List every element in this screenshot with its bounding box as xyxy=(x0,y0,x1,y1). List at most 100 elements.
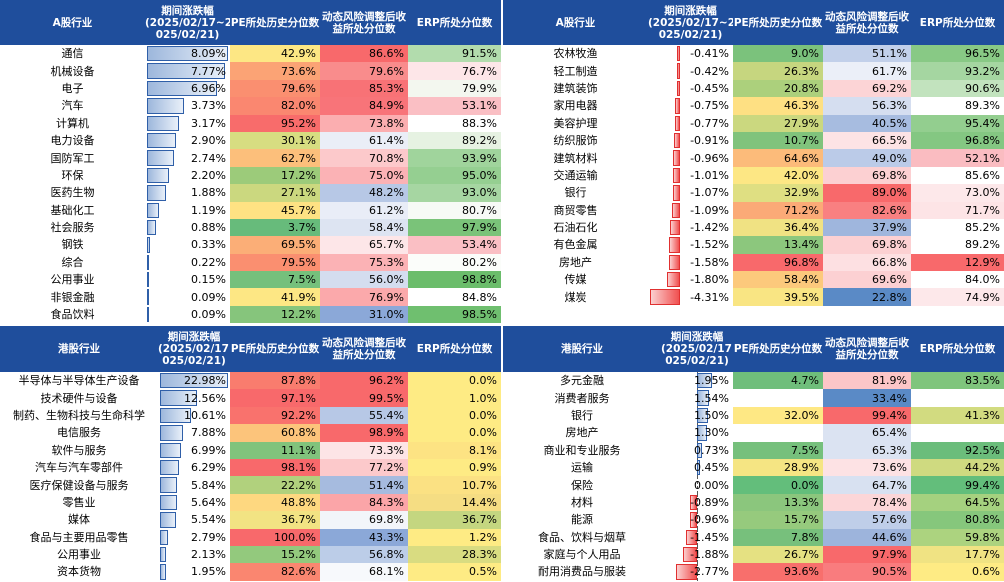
header-industry: 港股行业 xyxy=(503,326,661,372)
industry-name: 建筑装饰 xyxy=(553,81,598,95)
change-cell: 2.13% xyxy=(158,546,230,563)
change-value: 6.96% xyxy=(191,81,226,95)
risk-adjusted-percentile: 82.6% xyxy=(823,201,911,219)
industry-name: 汽车与汽车零部件 xyxy=(35,461,123,475)
table-row: 电子 6.96% 79.6% 85.3% 79.9% xyxy=(0,79,501,98)
table-row: 资本货物 1.95% 82.6% 68.1% 0.5% xyxy=(0,563,501,581)
change-value: -0.77% xyxy=(690,116,729,130)
pe-percentile: 39.5% xyxy=(733,288,823,306)
risk-adjusted-percentile: 96.2% xyxy=(320,372,408,390)
risk-adjusted-percentile: 66.8% xyxy=(823,253,911,272)
change-bar xyxy=(676,564,697,580)
change-bar xyxy=(147,306,149,323)
industry-name: 食品、饮料与烟草 xyxy=(538,530,626,544)
pe-percentile: 13.3% xyxy=(733,493,823,512)
risk-adjusted-percentile: 33.4% xyxy=(823,389,911,407)
change-bar xyxy=(147,202,159,218)
table-row: 材料 -0.89% 13.3% 78.4% 64.5% xyxy=(503,493,1004,512)
industry-name: 银行 xyxy=(564,186,587,200)
erp-percentile: 12.9% xyxy=(911,253,1004,272)
change-value: 7.77% xyxy=(191,64,226,78)
change-value: 22.98% xyxy=(184,374,226,388)
change-value: 0.33% xyxy=(191,238,226,252)
change-bar xyxy=(686,529,697,545)
change-bar xyxy=(160,564,166,580)
erp-percentile: 96.8% xyxy=(911,131,1004,150)
change-bar xyxy=(147,254,150,271)
change-cell: 0.22% xyxy=(145,254,230,271)
change-bar xyxy=(682,546,697,563)
industry-name: 建筑材料 xyxy=(553,151,598,165)
change-bar xyxy=(673,150,680,166)
change-value: 0.09% xyxy=(191,290,226,304)
change-cell: 2.20% xyxy=(145,167,230,184)
pe-percentile: 62.7% xyxy=(230,149,320,167)
change-value: -1.42% xyxy=(690,221,729,235)
change-value: 2.90% xyxy=(191,134,226,148)
erp-percentile: 14.4% xyxy=(408,493,501,512)
industry-name: 综合 xyxy=(61,255,84,269)
change-cell: -0.96% xyxy=(661,511,733,529)
industry-name: 软件与服务 xyxy=(51,443,107,457)
industry-name: 钢铁 xyxy=(61,238,84,252)
pe-percentile: 93.6% xyxy=(733,563,823,581)
erp-percentile: 92.5% xyxy=(911,441,1004,459)
change-bar xyxy=(650,289,680,305)
pe-percentile: 9.0% xyxy=(733,45,823,63)
change-bar xyxy=(697,373,712,389)
pe-percentile: 20.8% xyxy=(733,79,823,98)
risk-adjusted-percentile: 89.0% xyxy=(823,184,911,202)
industry-name: 机械设备 xyxy=(50,64,95,78)
table-row: 汽车与汽车零部件 6.29% 98.1% 77.2% 0.9% xyxy=(0,458,501,477)
risk-adjusted-percentile: 73.3% xyxy=(320,441,408,459)
risk-adjusted-percentile: 40.5% xyxy=(823,114,911,132)
header-pe-percentile: PE所处历史分位数 xyxy=(733,0,823,45)
change-bar xyxy=(147,115,179,131)
industry-name: 半导体与半导体生产设备 xyxy=(18,374,140,388)
risk-adjusted-percentile: 31.0% xyxy=(320,305,408,324)
change-bar xyxy=(670,219,680,236)
erp-percentile: 89.3% xyxy=(911,97,1004,115)
industry-name: 食品饮料 xyxy=(50,308,95,322)
pe-percentile: 22.2% xyxy=(230,476,320,494)
erp-percentile: 0.0% xyxy=(408,372,501,390)
table-row: 家庭与个人用品 -1.88% 26.7% 97.9% 17.7% xyxy=(503,545,1004,564)
pe-percentile: 30.1% xyxy=(230,131,320,150)
change-cell: 2.74% xyxy=(145,149,230,166)
header-pe-percentile: PE所处历史分位数 xyxy=(230,326,320,372)
industry-name: 商业和专业服务 xyxy=(543,443,621,457)
change-value: -0.91% xyxy=(690,134,729,148)
risk-adjusted-percentile: 57.6% xyxy=(823,511,911,529)
table-row: 电力设备 2.90% 30.1% 61.4% 89.2% xyxy=(0,131,501,150)
table-row: 消费者服务 1.54% 33.4% xyxy=(503,389,1004,407)
risk-adjusted-percentile: 85.3% xyxy=(320,79,408,98)
risk-adjusted-percentile: 64.7% xyxy=(823,476,911,494)
change-value: -1.52% xyxy=(690,238,729,252)
erp-percentile: 95.4% xyxy=(911,114,1004,132)
change-cell: 1.95% xyxy=(158,563,230,580)
header-erp-percentile: ERP所处分位数 xyxy=(408,0,501,45)
industry-name: 汽车 xyxy=(61,99,84,113)
zero-axis xyxy=(697,528,699,546)
industry-name: 多元金融 xyxy=(560,374,604,388)
change-bar xyxy=(672,185,680,201)
header-industry: A股行业 xyxy=(503,0,648,45)
change-cell: 6.29% xyxy=(158,459,230,476)
industry-name: 媒体 xyxy=(68,513,90,527)
change-bar xyxy=(160,390,198,406)
pe-percentile xyxy=(733,389,823,407)
risk-adjusted-percentile: 66.5% xyxy=(823,131,911,150)
change-value: -1.80% xyxy=(690,273,729,287)
change-cell: -1.52% xyxy=(648,236,733,253)
change-bar xyxy=(677,46,680,62)
change-value: 2.74% xyxy=(191,151,226,165)
erp-percentile: 84.0% xyxy=(911,271,1004,289)
industry-name: 有色金属 xyxy=(553,238,598,252)
pe-percentile: 13.4% xyxy=(733,236,823,254)
industry-name: 家用电器 xyxy=(553,99,598,113)
change-bar xyxy=(676,80,680,97)
pe-percentile: 98.1% xyxy=(230,458,320,477)
table-row: 通信 8.09% 42.9% 86.6% 91.5% xyxy=(0,45,501,63)
change-value: 0.45% xyxy=(694,461,729,475)
change-value: 6.99% xyxy=(191,443,226,457)
